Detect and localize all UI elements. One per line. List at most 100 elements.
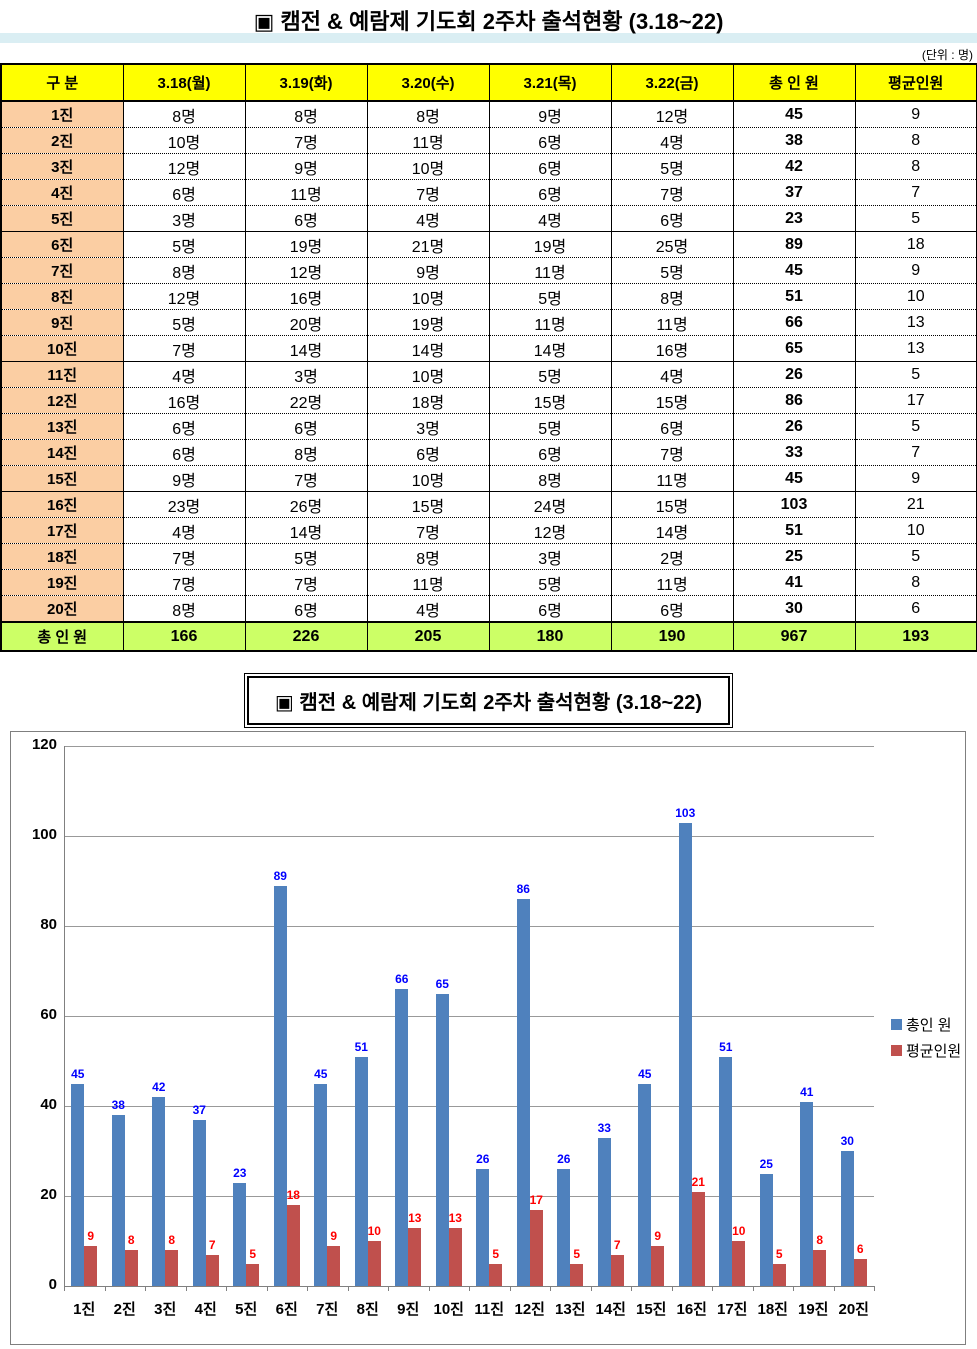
average-cell: 9 xyxy=(854,257,977,284)
day-cell: 15명 xyxy=(610,491,733,518)
day-cell: 7명 xyxy=(122,569,245,596)
table-row: 13진 6명 6명 3명 5명 6명 26 5 xyxy=(0,413,977,440)
x-axis-label: 16진 xyxy=(676,1301,708,1318)
x-axis-label: 9진 xyxy=(397,1301,420,1318)
day-cell: 19명 xyxy=(366,309,489,336)
column-header: 3.20(수) xyxy=(366,64,489,102)
day-cell: 4명 xyxy=(610,127,733,154)
day-cell: 9명 xyxy=(366,257,489,284)
day-cell: 6명 xyxy=(488,439,611,466)
day-cell: 7명 xyxy=(244,465,367,492)
total-cell: 51 xyxy=(732,283,855,310)
day-cell: 5명 xyxy=(610,153,733,180)
day-cell: 9명 xyxy=(244,153,367,180)
bar-label-average: 8 xyxy=(816,1233,824,1247)
x-axis-tick xyxy=(752,1287,754,1291)
day-cell: 8명 xyxy=(122,101,245,128)
bar-total xyxy=(759,1173,773,1286)
day-cell: 6명 xyxy=(122,179,245,206)
total-cell: 45 xyxy=(732,465,855,492)
bar-label-total: 51 xyxy=(719,1039,733,1054)
day-cell: 15명 xyxy=(610,387,733,414)
bar-label-total: 26 xyxy=(557,1152,571,1166)
bar-average xyxy=(448,1227,462,1286)
day-cell: 12명 xyxy=(244,257,367,284)
average-cell: 17 xyxy=(854,387,977,414)
average-cell: 10 xyxy=(854,283,977,310)
y-axis-label: 100 xyxy=(31,826,57,843)
bar-label-average: 5 xyxy=(249,1246,257,1261)
day-cell: 16명 xyxy=(610,335,733,362)
x-axis-label: 14진 xyxy=(595,1301,627,1318)
bar-label-average: 5 xyxy=(775,1246,783,1261)
total-cell: 86 xyxy=(732,387,855,414)
bar-total xyxy=(557,1169,571,1286)
table-row: 4진 6명 11명 7명 6명 7명 37 7 xyxy=(0,179,977,206)
x-axis-label: 2진 xyxy=(113,1301,136,1318)
table-row: 5진 3명 6명 4명 4명 6명 23 5 xyxy=(0,205,977,232)
gridline xyxy=(64,836,874,837)
day-cell: 14명 xyxy=(488,335,611,362)
total-cell: 38 xyxy=(732,127,855,154)
table-footer-row: 총 인 원 166 226 205 180 190 967 193 xyxy=(0,621,977,651)
x-axis-tick xyxy=(509,1287,511,1291)
footer-value: 180 xyxy=(488,621,611,651)
bar-label-total: 41 xyxy=(800,1084,814,1099)
bar-average xyxy=(610,1254,624,1286)
column-header: 구 분 xyxy=(0,64,123,102)
day-cell: 7명 xyxy=(244,569,367,596)
day-cell: 8명 xyxy=(122,257,245,284)
day-cell: 6명 xyxy=(488,127,611,154)
day-cell: 20명 xyxy=(244,309,367,336)
day-cell: 6명 xyxy=(610,413,733,440)
day-cell: 7명 xyxy=(122,543,245,570)
footer-value: 190 xyxy=(610,621,733,651)
x-axis-label: 6진 xyxy=(275,1301,298,1318)
bar-average xyxy=(570,1263,584,1286)
footer-label: 총 인 원 xyxy=(0,621,123,651)
day-cell: 5명 xyxy=(122,309,245,336)
chart-title-box: ▣ 캠전 & 예람제 기도회 2주차 출석현황 (3.18~22) xyxy=(243,673,734,728)
day-cell: 21명 xyxy=(366,231,489,258)
total-cell: 25 xyxy=(732,543,855,570)
bar-label-average: 13 xyxy=(448,1210,462,1225)
bar-average xyxy=(691,1191,705,1286)
x-axis-tick xyxy=(550,1287,551,1291)
day-cell: 12명 xyxy=(122,153,245,180)
total-cell: 33 xyxy=(732,439,855,466)
legend-swatch xyxy=(891,1045,902,1056)
row-label: 5진 xyxy=(0,205,123,232)
table-row: 11진 4명 3명 10명 5명 4명 26 5 xyxy=(0,361,977,388)
x-axis-label: 7진 xyxy=(316,1301,339,1318)
day-cell: 4명 xyxy=(366,595,489,623)
average-cell: 5 xyxy=(854,413,977,440)
day-cell: 6명 xyxy=(488,595,611,623)
row-label: 20진 xyxy=(0,595,123,623)
column-header: 3.18(월) xyxy=(122,64,245,102)
day-cell: 14명 xyxy=(610,517,733,544)
bar-total xyxy=(71,1083,85,1286)
bar-average xyxy=(205,1254,219,1286)
bar-average xyxy=(124,1250,138,1286)
row-label: 2진 xyxy=(0,127,123,154)
bar-total xyxy=(476,1169,490,1286)
day-cell: 7명 xyxy=(366,517,489,544)
bar-total xyxy=(678,822,692,1286)
x-axis-label: 19진 xyxy=(798,1301,829,1318)
bar-total xyxy=(152,1097,166,1286)
day-cell: 4명 xyxy=(366,205,489,232)
average-cell: 6 xyxy=(854,595,977,623)
bar-label-average: 10 xyxy=(367,1224,381,1238)
day-cell: 15명 xyxy=(488,387,611,414)
legend-item: 평균인원 xyxy=(891,1044,961,1059)
day-cell: 5명 xyxy=(488,569,611,596)
page-title: ▣ 캠전 & 예람제 기도회 2주차 출석현황 (3.18~22) xyxy=(253,9,724,34)
day-cell: 14명 xyxy=(244,335,367,362)
day-cell: 12명 xyxy=(488,517,611,544)
day-cell: 24명 xyxy=(488,491,611,518)
x-axis-label: 4진 xyxy=(194,1301,217,1318)
bar-label-total: 25 xyxy=(759,1156,773,1171)
average-cell: 8 xyxy=(854,127,977,154)
y-axis-label: 120 xyxy=(31,736,57,753)
total-cell: 42 xyxy=(732,153,855,180)
